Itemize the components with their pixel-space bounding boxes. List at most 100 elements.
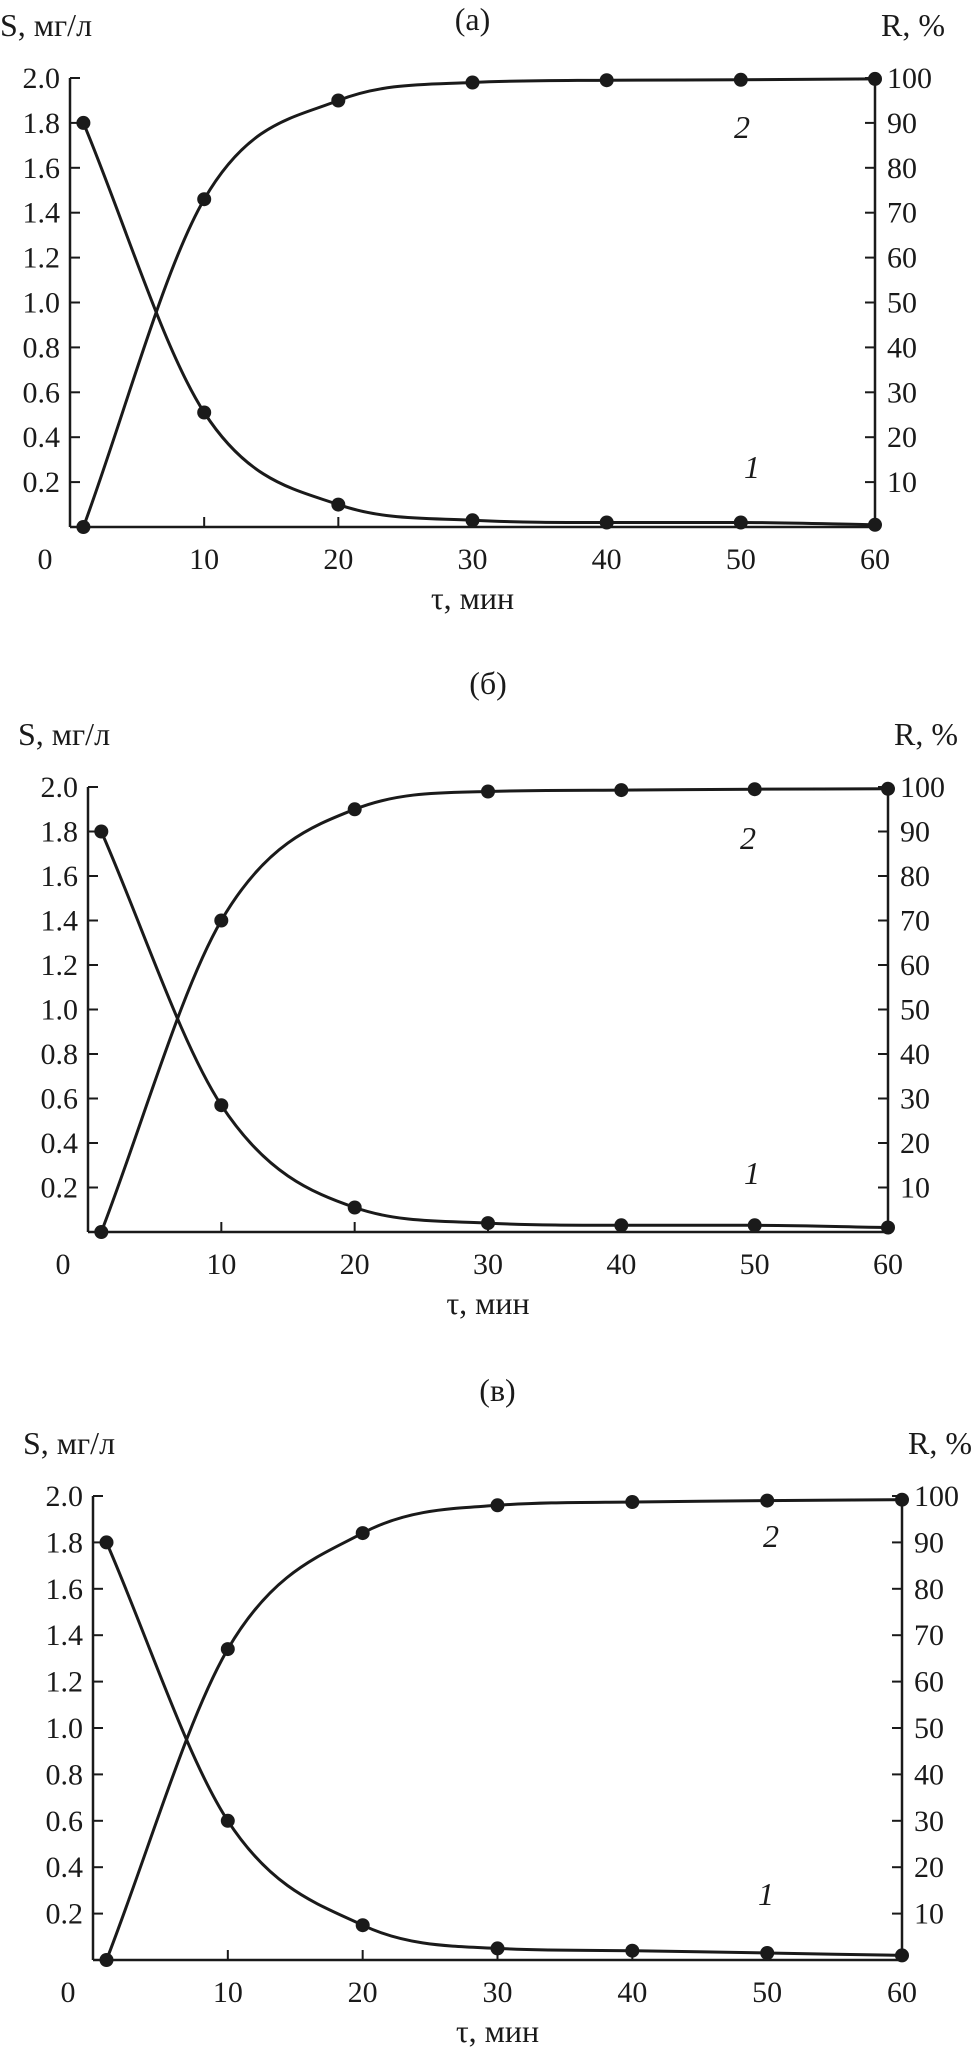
series-2-point xyxy=(614,783,629,798)
y-left-tick-label: 1.4 xyxy=(46,1619,84,1652)
y-right-tick-label: 70 xyxy=(900,905,930,938)
x-tick-label: 20 xyxy=(340,1248,370,1281)
y-right-tick-label: 50 xyxy=(887,287,917,320)
series-1-point xyxy=(214,1098,229,1113)
y-left-tick-label: 1.2 xyxy=(41,949,79,982)
curve-label-2: 2 xyxy=(734,109,750,145)
series-1-point xyxy=(614,1218,629,1233)
y-left-tick-label: 1.8 xyxy=(46,1526,84,1559)
series-2-point xyxy=(347,802,362,817)
y-right-tick-label: 50 xyxy=(914,1712,944,1745)
series-2-point xyxy=(490,1498,505,1513)
series-1-point xyxy=(490,1941,505,1956)
x-tick-label: 30 xyxy=(483,1976,513,2009)
series-1-point xyxy=(220,1813,235,1828)
chart-panel-3: (в)0.20.40.60.81.01.21.41.61.82.01020304… xyxy=(23,1372,972,2049)
y-right-tick-label: 80 xyxy=(914,1573,944,1606)
y-right-tick-label: 20 xyxy=(900,1127,930,1160)
x-tick-label: 10 xyxy=(189,543,219,576)
series-2-point xyxy=(355,1526,370,1541)
series-2-point xyxy=(760,1493,775,1508)
x-tick-label: 50 xyxy=(726,543,756,576)
y-right-axis-title: R, % xyxy=(894,716,958,752)
y-left-tick-label: 0.6 xyxy=(46,1805,84,1838)
y-right-tick-label: 100 xyxy=(900,771,945,804)
y-right-tick-label: 30 xyxy=(900,1083,930,1116)
y-left-tick-label: 0.6 xyxy=(23,376,61,409)
series-2-point xyxy=(733,72,748,87)
y-right-tick-label: 20 xyxy=(887,421,917,454)
series-1-point xyxy=(881,1220,895,1235)
y-left-tick-label: 0.4 xyxy=(23,421,61,454)
y-right-tick-label: 90 xyxy=(900,816,930,849)
series-2-point xyxy=(895,1492,909,1507)
series-2-point xyxy=(868,71,882,86)
y-left-tick-label: 0.8 xyxy=(23,331,61,364)
y-right-tick-label: 10 xyxy=(914,1898,944,1931)
series-2-line xyxy=(99,787,889,1233)
series-2-point xyxy=(94,1225,109,1239)
x-tick-label: 10 xyxy=(213,1976,243,2009)
series-2-point xyxy=(331,93,346,108)
series-1-line xyxy=(99,830,889,1229)
y-left-tick-label: 0.8 xyxy=(46,1758,84,1791)
series-2-point xyxy=(220,1642,235,1657)
y-right-tick-label: 20 xyxy=(914,1851,944,1884)
curve-label-1: 1 xyxy=(744,1155,760,1191)
series-1-point xyxy=(599,515,614,530)
series-1-point xyxy=(747,1218,762,1233)
series-1-point xyxy=(868,517,882,532)
y-left-tick-label: 0.4 xyxy=(41,1127,79,1160)
y-right-tick-label: 100 xyxy=(887,62,932,95)
y-left-tick-label: 0.2 xyxy=(23,466,61,499)
x-tick-label: 20 xyxy=(323,543,353,576)
y-left-axis-title: S, мг/л xyxy=(18,716,110,752)
x-tick-label: 60 xyxy=(887,1976,917,2009)
y-right-tick-label: 70 xyxy=(887,197,917,230)
series-2-point xyxy=(747,782,762,797)
chart-panel-1: (а)0.20.40.60.81.01.21.41.61.82.01020304… xyxy=(0,1,945,616)
curve-label-1: 1 xyxy=(758,1876,774,1912)
curve-label-1: 1 xyxy=(744,449,760,485)
y-left-tick-label: 0.8 xyxy=(41,1038,79,1071)
series-1-point xyxy=(94,824,109,839)
series-1-point xyxy=(99,1535,114,1550)
y-right-tick-label: 60 xyxy=(914,1666,944,1699)
y-left-axis-title: S, мг/л xyxy=(0,7,92,43)
panel-label: (б) xyxy=(469,665,507,701)
y-left-tick-label: 1.0 xyxy=(41,994,79,1027)
y-left-tick-label: 1.0 xyxy=(23,287,61,320)
y-left-tick-label: 1.6 xyxy=(23,152,61,185)
y-right-tick-label: 80 xyxy=(900,860,930,893)
series-1-point xyxy=(355,1918,370,1933)
series-1-line xyxy=(105,1541,903,1957)
series-1-point xyxy=(895,1948,909,1963)
y-right-tick-label: 90 xyxy=(914,1526,944,1559)
y-right-tick-label: 80 xyxy=(887,152,917,185)
y-right-tick-label: 70 xyxy=(914,1619,944,1652)
y-left-tick-label: 1.4 xyxy=(41,905,79,938)
y-left-tick-label: 2.0 xyxy=(41,771,79,804)
x-tick-label: 40 xyxy=(592,543,622,576)
x-axis-title: τ, мин xyxy=(431,580,514,616)
series-2-point xyxy=(99,1953,114,1967)
y-right-tick-label: 40 xyxy=(887,331,917,364)
y-right-tick-label: 10 xyxy=(887,466,917,499)
series-2-point xyxy=(197,192,212,207)
series-1-point xyxy=(733,515,748,530)
y-right-tick-label: 40 xyxy=(900,1038,930,1071)
series-2-point xyxy=(481,784,495,799)
x-tick-label: 40 xyxy=(617,1976,647,2009)
y-right-axis-title: R, % xyxy=(908,1425,972,1461)
y-right-tick-label: 30 xyxy=(887,376,917,409)
y-left-tick-label: 0.6 xyxy=(41,1083,79,1116)
y-right-tick-label: 60 xyxy=(900,949,930,982)
y-left-tick-label: 1.6 xyxy=(46,1573,84,1606)
y-right-tick-label: 50 xyxy=(900,994,930,1027)
y-right-tick-label: 10 xyxy=(900,1172,930,1205)
y-left-axis-title: S, мг/л xyxy=(23,1425,115,1461)
y-right-tick-label: 40 xyxy=(914,1758,944,1791)
panel-label: (в) xyxy=(479,1372,515,1408)
y-right-axis-title: R, % xyxy=(881,7,945,43)
